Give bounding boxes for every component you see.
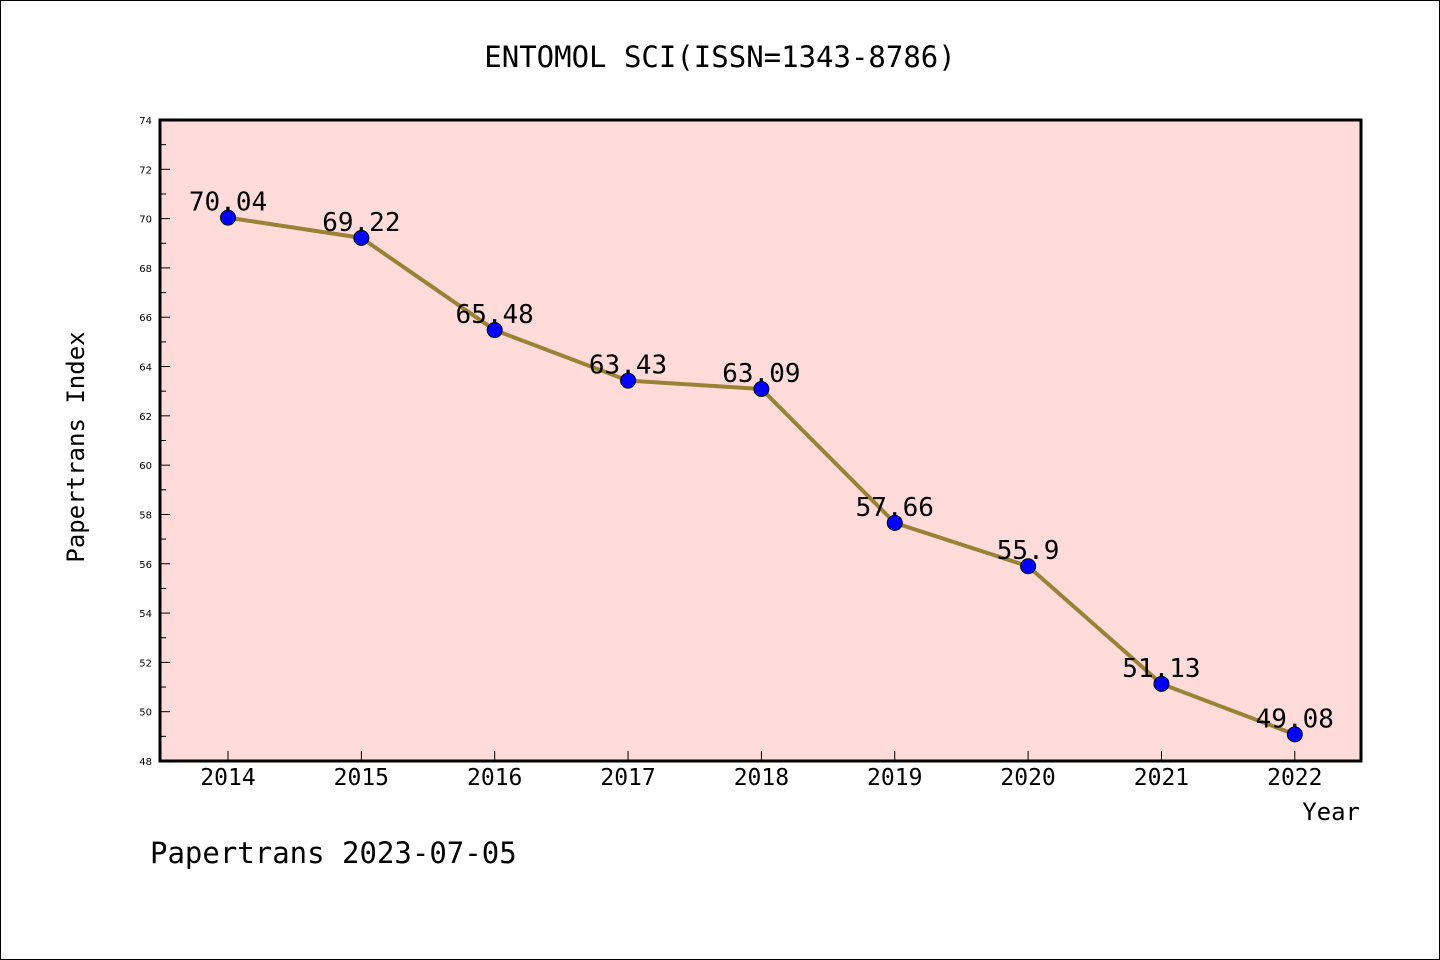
y-tick-label: 48 — [139, 757, 152, 768]
y-tick-label: 50 — [139, 708, 152, 719]
chart-title: ENTOMOL SCI(ISSN=1343-8786) — [484, 40, 955, 74]
x-tick-label: 2020 — [1000, 765, 1055, 791]
y-tick-label: 52 — [139, 658, 152, 669]
data-point — [1020, 558, 1037, 575]
data-point — [220, 209, 236, 226]
data-points — [220, 209, 1303, 743]
plot-area — [160, 120, 1361, 761]
y-tick-label: 60 — [139, 461, 152, 472]
data-label: 63.43 — [589, 351, 667, 381]
data-point — [620, 372, 637, 389]
x-tick-label: 2019 — [867, 765, 922, 791]
data-label: 65.48 — [456, 300, 534, 330]
footer-text: Papertrans 2023-07-05 — [150, 836, 517, 870]
y-tick-label: 56 — [139, 560, 152, 571]
x-tick-label: 2015 — [334, 765, 389, 791]
data-point — [753, 380, 770, 397]
data-point — [486, 322, 503, 339]
x-tick-label: 2016 — [467, 765, 522, 791]
y-tick-label: 64 — [139, 363, 152, 374]
x-tick-label: 2017 — [600, 765, 655, 791]
y-tick-label: 70 — [139, 215, 152, 226]
data-label: 51.13 — [1122, 654, 1200, 684]
y-tick-label: 74 — [139, 116, 152, 127]
y-tick-label: 58 — [139, 510, 152, 521]
data-label: 69.22 — [322, 208, 400, 238]
data-label: 70.04 — [189, 188, 267, 218]
data-label: 63.09 — [722, 359, 800, 389]
y-tick-label: 54 — [139, 609, 152, 620]
y-tick-label: 66 — [139, 313, 152, 324]
x-tick-label: 2014 — [200, 765, 255, 791]
data-label: 57.66 — [856, 493, 934, 523]
x-tick-label: 2022 — [1267, 765, 1322, 791]
data-point — [353, 229, 370, 246]
data-point — [1286, 726, 1303, 743]
y-tick-label: 62 — [139, 412, 152, 423]
data-label: 55.9 — [997, 536, 1060, 566]
x-axis: 2014 2015 2016 2017 2018 2019 2020 2021 2022 — [200, 751, 1322, 791]
y-tick-label: 72 — [139, 165, 152, 176]
x-tick-label: 2021 — [1134, 765, 1189, 791]
plot-border — [158, 118, 1363, 763]
x-axis-label: Year — [1302, 798, 1360, 826]
data-point — [1153, 675, 1170, 692]
data-labels: 70.04 69.22 65.48 63.43 63.09 57.66 55.9 51.13 4… — [189, 188, 1334, 735]
y-tick-label: 68 — [139, 264, 152, 275]
data-point — [886, 514, 903, 531]
data-label: 49.08 — [1256, 704, 1334, 734]
x-tick-label: 2018 — [734, 765, 789, 791]
y-axis-label: Papertrans Index — [62, 331, 90, 562]
